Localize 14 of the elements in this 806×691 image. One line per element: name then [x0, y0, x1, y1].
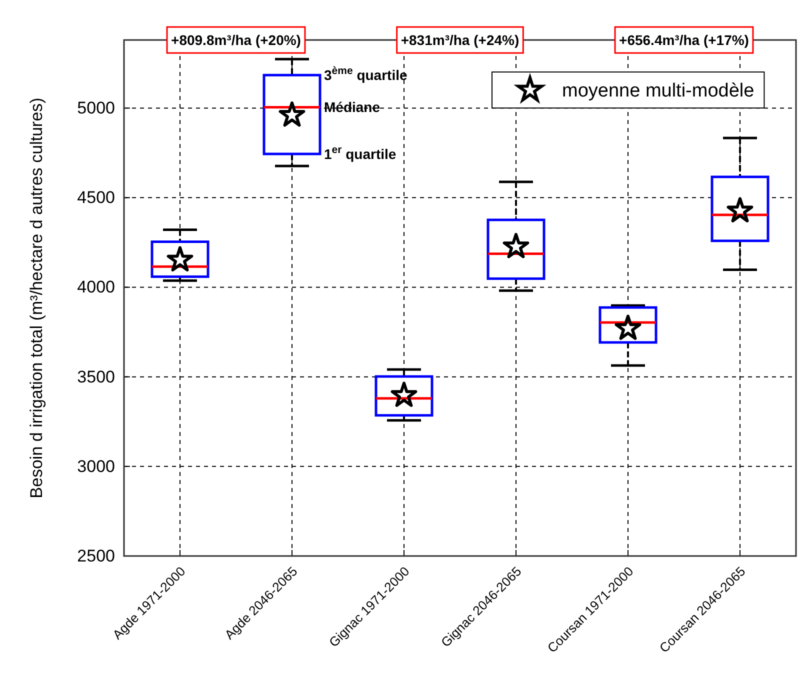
y-tick-label: 4000 — [77, 278, 115, 297]
annotation: Médiane — [324, 99, 380, 116]
y-tick-label: 5000 — [77, 98, 115, 118]
annotation: +831m³/ha (+24%) — [400, 32, 520, 48]
legend-label: moyenne multi-modèle — [562, 80, 754, 102]
annotation: +809.8m³/ha (+20%) — [171, 32, 301, 48]
annotation: 3$^{ème}$ quartile — [324, 65, 408, 84]
annotation: +656.4m³/ha (+17%) — [619, 32, 749, 48]
y-tick-label: 4500 — [77, 188, 115, 208]
annotation: 1$^{er}$ quartile — [324, 144, 396, 162]
y-tick-label: 2500 — [77, 546, 115, 566]
y-tick-label: 3500 — [77, 367, 115, 386]
y-tick-label: 3000 — [77, 456, 115, 476]
y-axis-title: Besoin d irrigation total (m³/hectare d autres cultures) — [27, 98, 46, 498]
